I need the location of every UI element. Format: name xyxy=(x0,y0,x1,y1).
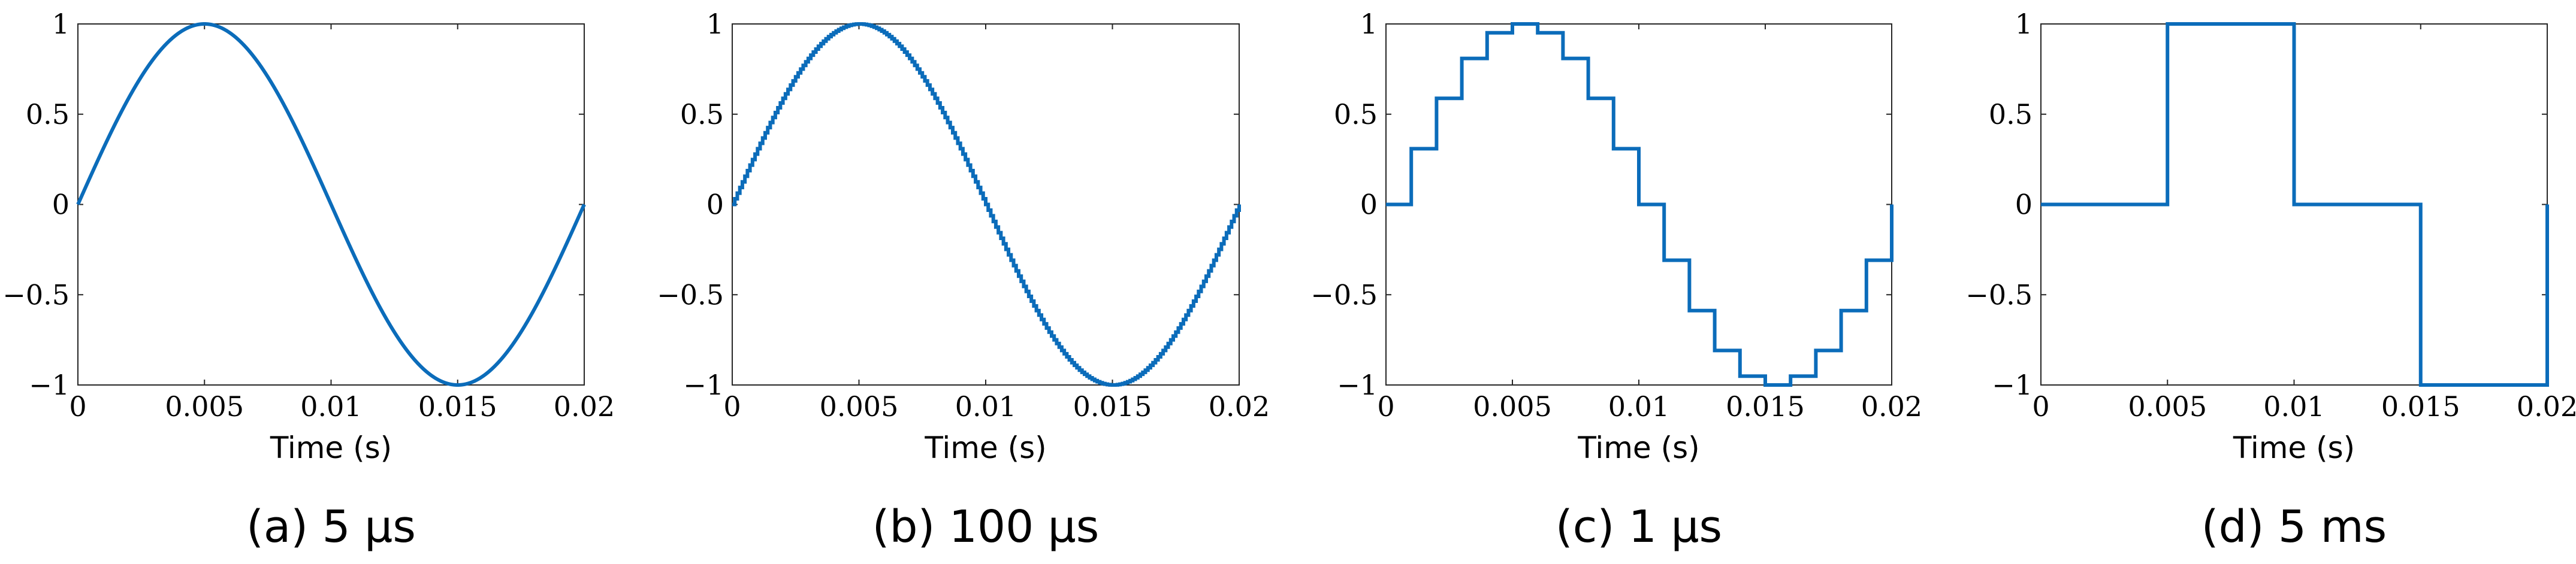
subplot-caption: (c) 1 µs xyxy=(1556,501,1722,553)
x-axis-label: Time (s) xyxy=(2233,430,2355,465)
x-tick-label: 0 xyxy=(2032,390,2049,423)
subplot-caption: (d) 5 ms xyxy=(2201,501,2387,553)
y-tick-label: −0.5 xyxy=(1310,278,1378,311)
y-tick-label: −0.5 xyxy=(2,278,70,311)
x-tick-label: 0 xyxy=(69,390,86,423)
series-line xyxy=(1386,22,1894,387)
series-line xyxy=(2041,22,2549,387)
x-tick-label: 0.005 xyxy=(820,390,899,423)
y-tick-label: 1 xyxy=(2015,8,2033,40)
x-tick-label: 0.01 xyxy=(955,390,1016,423)
x-axis-label: Time (s) xyxy=(270,430,392,465)
y-tick-label: 0 xyxy=(2015,189,2033,221)
y-tick-label: 0.5 xyxy=(1334,98,1378,131)
y-tick-label: −1 xyxy=(1992,369,2033,401)
x-axis-label: Time (s) xyxy=(924,430,1046,465)
x-axis-label: Time (s) xyxy=(1577,430,1699,465)
subplot-caption: (a) 5 µs xyxy=(246,501,416,553)
y-tick-label: −1 xyxy=(29,369,70,401)
x-tick-label: 0.02 xyxy=(2517,390,2576,423)
subplot-4: 0 0.005 0.01 0.015 0.02 1 0.5 0 −0.5 −1 Time (s) (d… xyxy=(1965,8,2576,553)
y-tick-label: 1 xyxy=(706,8,724,40)
x-tick-label: 0.015 xyxy=(2381,390,2460,423)
x-tick-label: 0.015 xyxy=(1726,390,1805,423)
series-line xyxy=(76,22,586,387)
subplot-1: 0 0.005 0.01 0.015 0.02 1 0.5 0 −0.5 −1 Time (s) (a… xyxy=(2,8,615,553)
y-tick-label: 0.5 xyxy=(26,98,70,131)
x-tick-label: 0.015 xyxy=(1073,390,1152,423)
x-tick-label: 0.02 xyxy=(1209,390,1270,423)
x-tick-label: 0.02 xyxy=(1861,390,1922,423)
y-tick-label: 0 xyxy=(706,189,724,221)
y-tick-label: 1 xyxy=(1360,8,1378,40)
series-line xyxy=(732,22,1241,387)
y-tick-label: 0.5 xyxy=(1989,98,2033,131)
y-tick-label: 1 xyxy=(52,8,70,40)
y-tick-label: −1 xyxy=(1337,369,1378,401)
y-tick-label: 0 xyxy=(1360,189,1378,221)
subplot-caption: (b) 100 µs xyxy=(872,501,1100,553)
x-tick-label: 0 xyxy=(723,390,741,423)
x-tick-label: 0.01 xyxy=(2263,390,2324,423)
y-tick-label: −0.5 xyxy=(657,278,724,311)
x-tick-label: 0.01 xyxy=(300,390,361,423)
subplots-group: 0 0.005 0.01 0.015 0.02 1 0.5 0 −0.5 −1 Time (s) (a… xyxy=(2,8,2576,553)
x-tick-label: 0.005 xyxy=(2128,390,2207,423)
y-tick-label: −1 xyxy=(683,369,724,401)
x-tick-label: 0.005 xyxy=(1473,390,1552,423)
x-tick-label: 0.02 xyxy=(554,390,615,423)
subplot-2: 0 0.005 0.01 0.015 0.02 1 0.5 0 −0.5 −1 Time (s) (b… xyxy=(657,8,1270,553)
x-tick-label: 0.005 xyxy=(165,390,244,423)
y-tick-label: 0.5 xyxy=(680,98,724,131)
subplot-3: 0 0.005 0.01 0.015 0.02 1 0.5 0 −0.5 −1 Time (s) (c… xyxy=(1310,8,1922,553)
x-tick-label: 0.015 xyxy=(418,390,497,423)
y-tick-label: 0 xyxy=(52,189,70,221)
y-tick-label: −0.5 xyxy=(1965,278,2033,311)
x-tick-label: 0.01 xyxy=(1608,390,1669,423)
x-tick-label: 0 xyxy=(1377,390,1394,423)
